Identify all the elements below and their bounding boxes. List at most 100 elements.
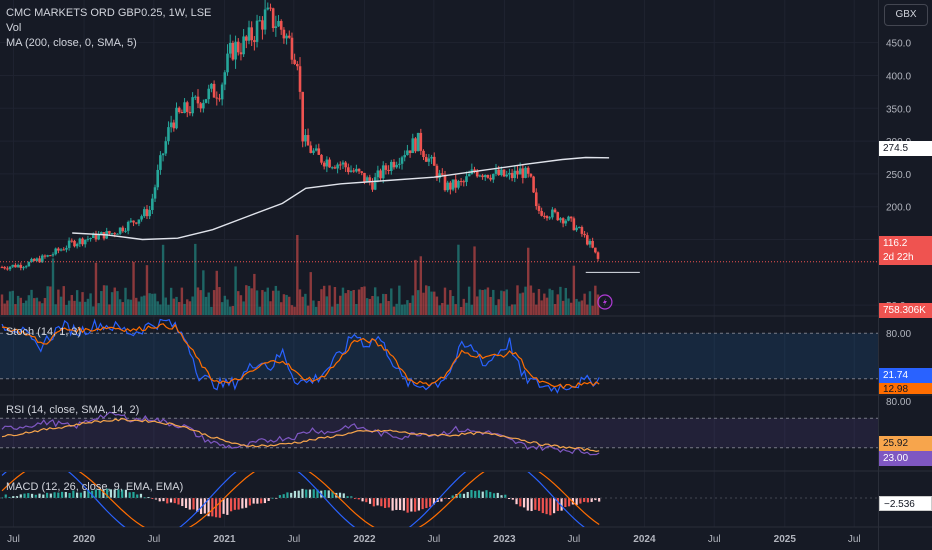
volume-bar-12 (33, 298, 36, 315)
candle-body-26 (70, 240, 74, 242)
macd-hist-bar-54 (203, 498, 206, 514)
macd-hist-bar-37 (139, 493, 143, 498)
time-tick-label: Jul (848, 534, 861, 545)
candle-body-205 (551, 209, 554, 218)
volume-bar-10 (27, 295, 31, 315)
macd-hist-bar-10 (38, 493, 41, 498)
macd-hist-bar-142 (534, 498, 537, 510)
volume-bar-40 (108, 304, 111, 315)
candle-body-29 (78, 238, 82, 244)
candle-body-46 (124, 230, 127, 232)
volume-bar-59 (159, 304, 162, 315)
candle-body-134 (360, 171, 364, 173)
candle-body-82 (220, 84, 224, 100)
macd-hist-bar-78 (293, 490, 297, 498)
macd-hist-bar-27 (102, 489, 105, 498)
volume-bar-132 (355, 304, 358, 315)
volume-bar-78 (210, 306, 213, 315)
stoch-band (0, 333, 878, 379)
candle-body-69 (185, 102, 189, 112)
macd-hist-bar-111 (417, 498, 420, 511)
candle-body-41 (110, 233, 114, 235)
volume-bar-98 (263, 291, 267, 315)
volume-bar-85 (229, 306, 232, 315)
macd-hist-bar-65 (245, 498, 248, 508)
candle-body-52 (140, 216, 143, 220)
candle-body-2 (6, 268, 9, 270)
candle-body-58 (156, 169, 160, 188)
volume-bar-190 (510, 304, 514, 315)
volume-bar-5 (14, 304, 17, 315)
vol-label[interactable]: Vol (6, 22, 22, 34)
macd-hist-bar-67 (252, 498, 255, 504)
volume-bar-108 (290, 305, 294, 315)
candle-body-113 (304, 135, 307, 142)
volume-bar-204 (548, 288, 551, 315)
candle-body-203 (545, 216, 549, 219)
volume-bar-34 (92, 306, 95, 315)
candle-body-168 (451, 179, 455, 190)
volume-bar-47 (126, 299, 130, 315)
candle-body-14 (38, 258, 41, 263)
macd-hist-bar-45 (169, 498, 173, 503)
volume-bar-104 (280, 302, 283, 315)
volume-bar-25 (67, 300, 71, 315)
macd-hist-bar-15 (57, 492, 60, 498)
candle-body-62 (167, 127, 170, 142)
macd-hist-bar-43 (162, 498, 165, 502)
candle-body-33 (89, 238, 92, 240)
candle-body-1 (3, 267, 6, 269)
candle-body-68 (183, 102, 186, 114)
macd-hist-bar-2 (8, 496, 11, 498)
stoch-legend[interactable]: Stoch (14, 1, 3) (6, 326, 82, 338)
volume-bar-84 (226, 299, 229, 315)
volume-bar-49 (132, 261, 135, 315)
candle-body-57 (153, 187, 157, 199)
macd-hist-bar-11 (42, 494, 45, 498)
time-tick-label: 2025 (774, 534, 797, 545)
volume-bar-15 (41, 303, 44, 315)
macd-hist-bar-91 (342, 493, 345, 498)
macd-hist-bar-47 (177, 498, 180, 505)
volume-bar-65 (175, 296, 178, 315)
volume-bar-203 (545, 297, 549, 315)
volume-bar-38 (102, 285, 106, 315)
rsi-value-tag: 23.00 (879, 451, 932, 466)
volume-bar-211 (567, 298, 570, 315)
macd-hist-bar-34 (128, 492, 131, 498)
volume-bar-118 (317, 300, 321, 315)
macd-legend[interactable]: MACD (12, 26, close, 9, EMA, EMA) (6, 481, 184, 493)
volume-bar-116 (312, 300, 315, 315)
volume-bar-41 (110, 292, 114, 315)
candle-body-12 (32, 258, 36, 261)
candle-body-8 (22, 267, 25, 269)
volume-bar-153 (411, 295, 414, 315)
candle-body-10 (27, 262, 31, 267)
volume-bar-191 (513, 304, 516, 315)
candle-body-35 (94, 233, 98, 240)
rsi-legend[interactable]: RSI (14, close, SMA, 14, 2) (6, 404, 140, 416)
candle-body-16 (43, 255, 47, 257)
volume-bar-7 (19, 297, 22, 315)
volume-bar-192 (516, 285, 519, 315)
macd-hist-bar-52 (196, 498, 199, 512)
macd-hist-bar-129 (485, 490, 488, 498)
volume-bar-96 (258, 306, 261, 315)
candle-body-32 (86, 238, 90, 240)
macd-hist-bar-21 (79, 492, 82, 498)
volume-bar-175 (470, 304, 474, 315)
volume-bar-200 (537, 289, 541, 315)
candle-body-96 (258, 20, 262, 22)
ma-label[interactable]: MA (200, close, 0, SMA, 5) (6, 37, 137, 49)
candle-body-104 (279, 21, 283, 30)
candle-body-53 (142, 209, 146, 217)
volume-bar-183 (492, 289, 495, 315)
symbol-title[interactable]: CMC MARKETS ORD GBP0.25, 1W, LSE (6, 7, 212, 19)
candle-body-154 (414, 138, 417, 152)
rsi-ma-tag: 25.92 (879, 436, 932, 451)
candle-body-64 (172, 122, 176, 129)
currency-button[interactable]: GBX (884, 4, 928, 26)
candle-body-108 (290, 37, 294, 60)
volume-bar-43 (116, 291, 119, 315)
